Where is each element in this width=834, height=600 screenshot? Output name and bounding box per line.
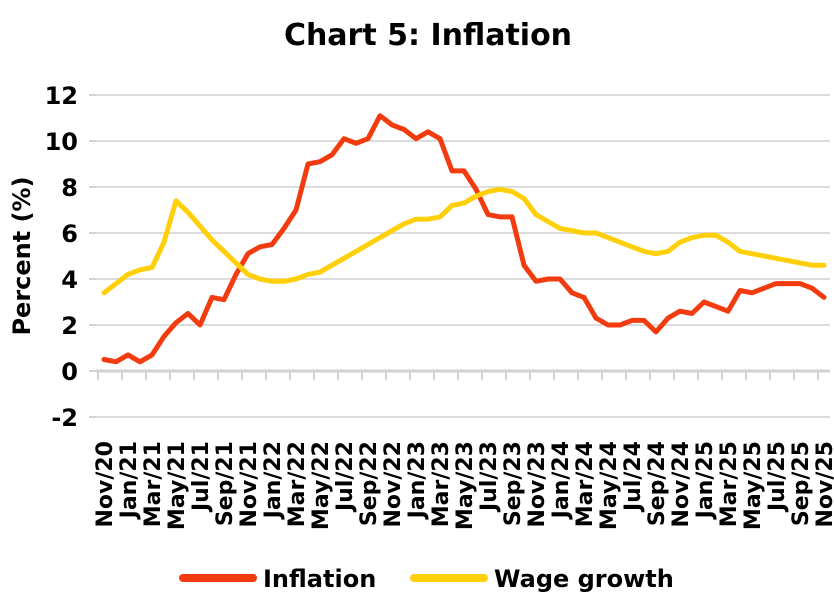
x-tick-label: Sep/21	[213, 441, 238, 526]
x-tick-label: Sep/25	[789, 441, 814, 526]
x-tick-label: Mar/22	[285, 441, 310, 527]
tick-layer	[89, 94, 819, 418]
x-tick-label: Nov/25	[813, 441, 834, 528]
y-tick-label: 4	[61, 266, 78, 294]
x-tick-label: May/23	[453, 441, 478, 530]
y-tick-label: 2	[61, 312, 78, 340]
y-tick-label: 12	[45, 82, 78, 110]
x-tick-label: Sep/22	[357, 441, 382, 526]
x-tick-label: May/25	[741, 441, 766, 530]
series-line-inflation	[101, 113, 827, 365]
x-tick-label: May/21	[165, 441, 190, 530]
x-tick-label: Jul/23	[477, 441, 502, 513]
x-tick-label: Jan/21	[117, 441, 142, 520]
x-tick-label: Jul/24	[621, 441, 646, 513]
x-tick-label: Nov/22	[381, 441, 406, 528]
x-tick-label: Nov/21	[237, 441, 262, 528]
x-tick-label: Mar/21	[141, 441, 166, 527]
x-tick-label: Nov/23	[525, 441, 550, 528]
y-axis-title: Percent (%)	[8, 176, 36, 335]
x-tick-label: Mar/24	[573, 441, 598, 527]
series-layer	[101, 113, 827, 365]
chart-title: Chart 5: Inflation	[284, 18, 572, 53]
x-tick-label: Mar/23	[429, 441, 454, 527]
y-tick-label: 6	[61, 220, 78, 248]
series-line-wage-growth	[101, 186, 827, 296]
y-tick-label: 0	[61, 358, 78, 386]
x-tick-label: Jan/25	[693, 441, 718, 520]
x-tick-label: Sep/24	[645, 441, 670, 526]
x-tick-label: May/22	[309, 441, 334, 530]
grid-layer	[96, 94, 830, 418]
x-tick-label: Jul/21	[189, 441, 214, 513]
x-tick-label: Jul/25	[765, 441, 790, 513]
x-tick-label: Jan/24	[549, 441, 574, 520]
x-tick-label: Mar/25	[717, 441, 742, 527]
y-tick-label: -2	[51, 404, 78, 432]
x-tick-label: Nov/20	[93, 441, 118, 528]
legend-label-inflation: Inflation	[263, 565, 376, 593]
x-tick-label: Nov/24	[669, 441, 694, 528]
x-tick-label: May/24	[597, 441, 622, 530]
x-tick-label: Jan/22	[261, 441, 286, 520]
y-tick-label: 10	[45, 128, 78, 156]
legend-label-wage-growth: Wage growth	[494, 565, 674, 593]
x-tick-label: Jul/22	[333, 441, 358, 513]
x-tick-label: Jan/23	[405, 441, 430, 520]
x-tick-label: Sep/23	[501, 441, 526, 526]
y-tick-label: 8	[61, 174, 78, 202]
legend: Inflation Wage growth	[179, 565, 674, 593]
